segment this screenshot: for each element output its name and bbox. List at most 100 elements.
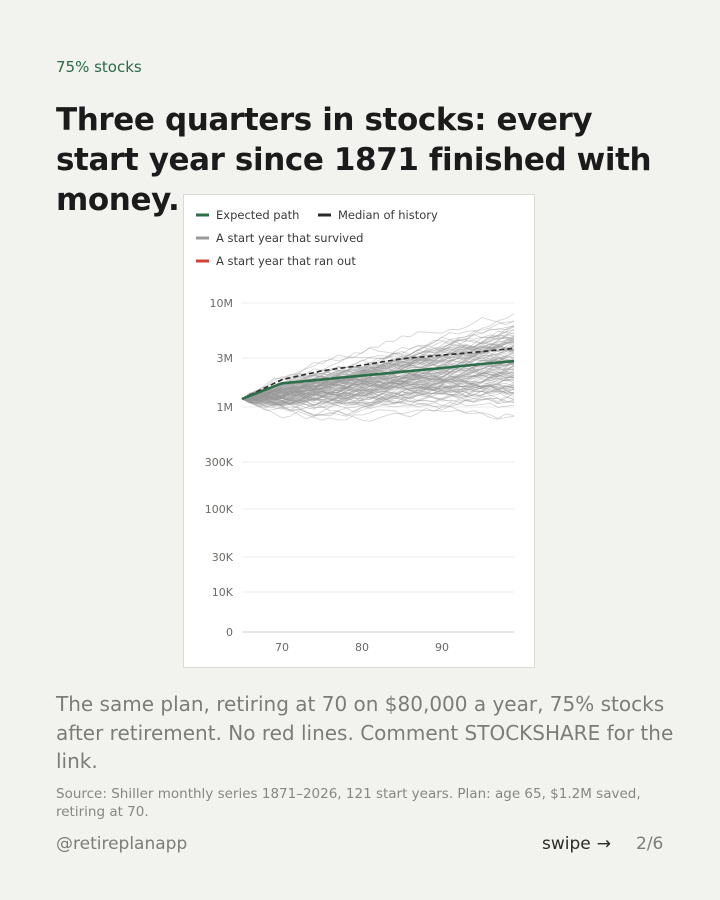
survived-path <box>241 343 515 400</box>
survived-path <box>241 370 515 400</box>
survived-path <box>241 369 515 404</box>
survived-path <box>241 317 515 400</box>
x-tick-label: 80 <box>355 641 369 654</box>
survived-path <box>241 359 515 403</box>
survived-path <box>241 342 515 400</box>
survived-path <box>241 344 515 400</box>
survived-path <box>241 383 515 417</box>
survived-path <box>241 357 515 400</box>
swipe-label: swipe <box>542 834 591 854</box>
survived-path <box>241 326 515 404</box>
survived-path <box>241 362 515 404</box>
median-line <box>241 347 515 400</box>
legend-label: Expected path <box>216 208 299 222</box>
survived-path <box>241 313 515 400</box>
survived-path <box>241 365 515 403</box>
survived-path <box>241 383 515 406</box>
survived-path <box>241 330 515 400</box>
survived-path <box>241 374 515 410</box>
survived-path <box>241 335 515 400</box>
survived-path <box>241 368 515 400</box>
survived-path <box>241 340 515 402</box>
survived-path <box>241 336 515 400</box>
survived-path <box>241 372 515 407</box>
y-tick-label: 1M <box>217 401 234 414</box>
survived-path <box>241 354 515 400</box>
survived-path <box>241 364 515 400</box>
legend-label: A start year that ran out <box>216 254 356 268</box>
y-tick-label: 10M <box>210 297 234 310</box>
survived-path <box>241 338 515 405</box>
survived-path <box>241 371 514 400</box>
survived-path <box>241 365 515 403</box>
survived-path <box>241 377 515 407</box>
survived-path <box>241 324 515 401</box>
survived-path <box>241 376 515 400</box>
survived-path <box>241 382 515 416</box>
survived-path <box>241 344 515 400</box>
survived-path <box>241 389 515 407</box>
survived-path <box>241 343 515 400</box>
account-handle[interactable]: @retireplanapp <box>56 834 188 854</box>
survived-path <box>241 374 515 404</box>
legend-item: A start year that survived <box>196 231 363 245</box>
survived-path <box>241 358 515 408</box>
legend-label: Median of history <box>338 208 438 222</box>
kicker-label: 75% stocks <box>56 58 142 76</box>
body-text: The same plan, retiring at 70 on $80,000… <box>56 692 674 773</box>
survived-path <box>241 341 515 400</box>
survived-path <box>241 383 515 400</box>
swipe-button[interactable]: swipe → <box>542 834 611 854</box>
legend-item: A start year that ran out <box>196 254 356 268</box>
survived-path <box>241 361 515 409</box>
survived-path <box>241 357 515 401</box>
survived-path <box>241 357 515 400</box>
survived-path <box>241 349 515 400</box>
page-indicator: 2/6 <box>636 834 664 854</box>
survived-path <box>241 332 515 400</box>
survived-path <box>241 375 515 403</box>
survived-path <box>241 344 515 401</box>
survived-path <box>241 334 515 400</box>
survived-path <box>241 329 515 400</box>
survived-path <box>241 354 515 400</box>
survived-path <box>241 388 515 408</box>
survived-path <box>241 340 515 400</box>
survived-path <box>241 372 515 406</box>
y-tick-label: 300K <box>205 456 234 469</box>
chart-card: Expected path Median of history A start ye… <box>183 194 535 668</box>
survived-path <box>241 398 515 422</box>
survived-path <box>241 364 515 404</box>
survived-path <box>241 376 515 411</box>
survived-path <box>241 369 515 405</box>
survived-path <box>241 329 515 400</box>
chart-svg: Expected path Median of history A start ye… <box>196 208 515 654</box>
legend-item: Median of history <box>318 208 438 222</box>
y-tick-label: 10K <box>212 586 234 599</box>
survived-path <box>241 321 515 400</box>
survived-path <box>241 336 515 405</box>
survived-path <box>241 380 515 401</box>
legend-item: Expected path <box>196 208 299 222</box>
y-tick-label: 0 <box>226 626 233 639</box>
survived-path <box>241 371 514 400</box>
survived-path <box>241 387 515 420</box>
survived-path <box>241 367 515 400</box>
page-title: Three quarters in stocks: every start ye… <box>56 102 652 218</box>
expected-path-line <box>241 359 515 401</box>
survived-path <box>241 337 515 402</box>
y-tick-label: 100K <box>205 503 234 516</box>
survived-path <box>241 373 515 400</box>
survived-path <box>241 362 515 403</box>
survived-path <box>241 373 515 417</box>
survived-path <box>241 334 515 400</box>
survived-path <box>241 372 515 401</box>
survived-path <box>241 361 515 407</box>
x-tick-label: 90 <box>435 641 449 654</box>
survived-path <box>241 385 515 408</box>
survived-path <box>241 390 515 406</box>
survived-path <box>241 353 515 402</box>
survived-path <box>241 375 515 402</box>
survived-path <box>241 325 515 401</box>
survived-path <box>241 325 515 400</box>
